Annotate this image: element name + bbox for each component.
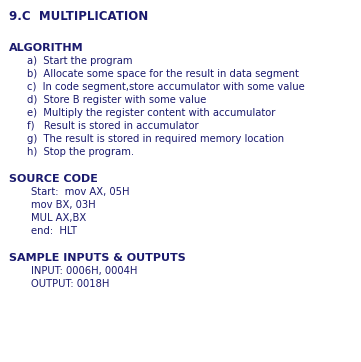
Text: b)  Allocate some space for the result in data segment: b) Allocate some space for the result in… xyxy=(27,69,299,79)
Text: c)  In code segment,store accumulator with some value: c) In code segment,store accumulator wit… xyxy=(27,82,305,92)
Text: g)  The result is stored in required memory location: g) The result is stored in required memo… xyxy=(27,134,284,144)
Text: h)  Stop the program.: h) Stop the program. xyxy=(27,147,134,157)
Text: MUL AX,BX: MUL AX,BX xyxy=(31,213,86,223)
Text: ALGORITHM: ALGORITHM xyxy=(9,43,84,53)
Text: SAMPLE INPUTS & OUTPUTS: SAMPLE INPUTS & OUTPUTS xyxy=(9,253,186,263)
Text: mov BX, 03H: mov BX, 03H xyxy=(31,200,96,210)
Text: a)  Start the program: a) Start the program xyxy=(27,56,132,66)
Text: INPUT: 0006H, 0004H: INPUT: 0006H, 0004H xyxy=(31,266,138,276)
Text: f)   Result is stored in accumulator: f) Result is stored in accumulator xyxy=(27,121,199,131)
Text: end:  HLT: end: HLT xyxy=(31,226,77,236)
Text: SOURCE CODE: SOURCE CODE xyxy=(9,174,98,184)
Text: e)  Multiply the register content with accumulator: e) Multiply the register content with ac… xyxy=(27,108,275,118)
Text: Start:  mov AX, 05H: Start: mov AX, 05H xyxy=(31,187,130,197)
Text: 9.C  MULTIPLICATION: 9.C MULTIPLICATION xyxy=(9,10,148,23)
Text: OUTPUT: 0018H: OUTPUT: 0018H xyxy=(31,279,109,289)
Text: d)  Store B register with some value: d) Store B register with some value xyxy=(27,95,206,105)
